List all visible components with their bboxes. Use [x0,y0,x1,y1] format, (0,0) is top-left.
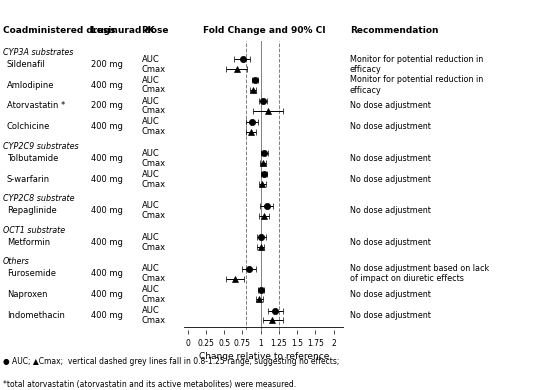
Text: ● AUC; ▲Cmax;  vertical dashed grey lines fall in 0.8-1.25 range, suggesting no : ● AUC; ▲Cmax; vertical dashed grey lines… [3,357,339,366]
Text: AUC: AUC [142,117,159,126]
Text: Monitor for potential reduction in
efficacy: Monitor for potential reduction in effic… [350,75,483,95]
Text: Sildenafil: Sildenafil [7,60,46,69]
Text: Cmax: Cmax [142,85,166,94]
Text: AUC: AUC [142,55,159,64]
Text: Metformin: Metformin [7,238,50,247]
Text: 400 mg: 400 mg [91,122,123,131]
Text: No dose adjustment: No dose adjustment [350,290,430,299]
Text: Cmax: Cmax [142,243,166,252]
Text: Indomethacin: Indomethacin [7,311,65,320]
Text: AUC: AUC [142,233,159,242]
Text: 400 mg: 400 mg [91,311,123,320]
Text: *total atorvastatin (atorvastatin and its active metabolites) were measured.: *total atorvastatin (atorvastatin and it… [3,380,296,389]
Text: AUC: AUC [142,149,159,158]
Text: S-warfarin: S-warfarin [7,175,50,184]
Text: Coadministered drugs: Coadministered drugs [3,26,115,35]
Text: 200 mg: 200 mg [91,60,123,69]
Text: AUC: AUC [142,170,159,179]
Text: Cmax: Cmax [142,211,166,220]
Text: Lesinurad dose: Lesinurad dose [91,26,168,35]
Text: Repaglinide: Repaglinide [7,206,57,215]
Text: Fold Change and 90% CI: Fold Change and 90% CI [203,26,326,35]
Text: 400 mg: 400 mg [91,175,123,184]
Text: No dose adjustment based on lack
of impact on diuretic effects: No dose adjustment based on lack of impa… [350,264,489,284]
Text: Atorvastatin *: Atorvastatin * [7,101,65,110]
Text: 400 mg: 400 mg [91,206,123,215]
Text: Cmax: Cmax [142,316,166,325]
Text: No dose adjustment: No dose adjustment [350,154,430,163]
Text: Recommendation: Recommendation [350,26,438,35]
Text: Naproxen: Naproxen [7,290,48,299]
Text: Cmax: Cmax [142,179,166,188]
Text: AUC: AUC [142,285,159,294]
Text: Cmax: Cmax [142,295,166,304]
Text: 400 mg: 400 mg [91,238,123,247]
Text: CYP2C9 substrates: CYP2C9 substrates [3,142,78,151]
Text: Cmax: Cmax [142,65,166,74]
Text: Amlodipine: Amlodipine [7,81,54,90]
Text: AUC: AUC [142,264,159,273]
Text: CYP3A substrates: CYP3A substrates [3,48,73,57]
Text: Others: Others [3,257,29,266]
Text: 400 mg: 400 mg [91,81,123,90]
Text: No dose adjustment: No dose adjustment [350,238,430,247]
Text: No dose adjustment: No dose adjustment [350,206,430,215]
Text: Cmax: Cmax [142,106,166,115]
Text: 400 mg: 400 mg [91,269,123,278]
Text: No dose adjustment: No dose adjustment [350,122,430,131]
Text: 400 mg: 400 mg [91,154,123,163]
Text: Furosemide: Furosemide [7,269,56,278]
Text: CYP2C8 substrate: CYP2C8 substrate [3,194,74,203]
Text: No dose adjustment: No dose adjustment [350,175,430,184]
Text: Cmax: Cmax [142,274,166,283]
Text: AUC: AUC [142,201,159,210]
Text: No dose adjustment: No dose adjustment [350,311,430,320]
Text: OCT1 substrate: OCT1 substrate [3,226,65,235]
Text: No dose adjustment: No dose adjustment [350,101,430,110]
Text: 400 mg: 400 mg [91,290,123,299]
Text: Cmax: Cmax [142,127,166,136]
Text: Tolbutamide: Tolbutamide [7,154,58,163]
Text: PK: PK [142,26,155,35]
Text: Monitor for potential reduction in
efficacy: Monitor for potential reduction in effic… [350,55,483,74]
X-axis label: Change relative to reference: Change relative to reference [199,352,329,361]
Text: 200 mg: 200 mg [91,101,123,110]
Text: Cmax: Cmax [142,159,166,168]
Text: AUC: AUC [142,97,159,106]
Text: AUC: AUC [142,306,159,315]
Text: Colchicine: Colchicine [7,122,50,131]
Text: AUC: AUC [142,76,159,85]
